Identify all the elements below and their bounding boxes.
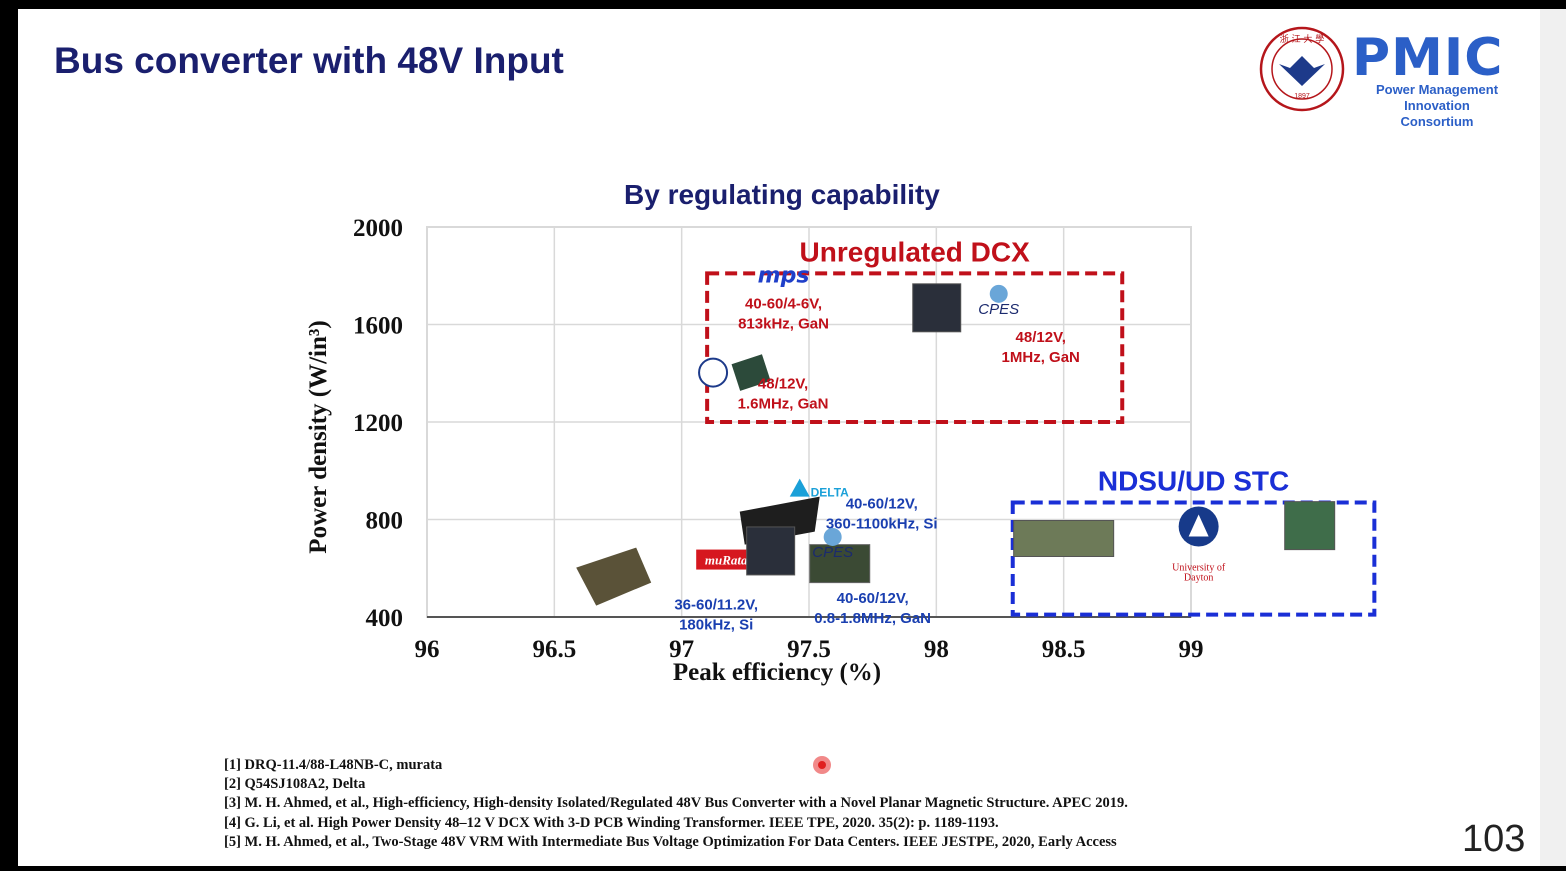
svg-text:浙 江 大 學: 浙 江 大 學 bbox=[1280, 33, 1325, 45]
scroll-gutter bbox=[1540, 9, 1566, 866]
zju-seal-icon bbox=[698, 357, 729, 388]
pmic-subtitle-line2: Innovation Consortium bbox=[1400, 98, 1474, 129]
y-tick-label: 400 bbox=[366, 605, 404, 632]
pmic-subtitle-line1: Power Management bbox=[1375, 82, 1499, 97]
point-label-line2: 0.8-1.8MHz, GaN bbox=[814, 610, 931, 627]
chart-axes: 96 96.5 97 97.5 98 98.5 99 2000 1600 1200 800 400 bbox=[353, 215, 1204, 663]
region-label: Unregulated DCX bbox=[800, 236, 1031, 267]
point-label-line2: 813kHz, GaN bbox=[738, 316, 829, 333]
delta-logo-icon: DELTA bbox=[811, 486, 850, 500]
murata-logo-icon: muRata bbox=[705, 553, 748, 568]
mps-logo-icon: mps bbox=[758, 264, 810, 289]
x-tick-label: 98 bbox=[924, 636, 949, 663]
reference-3: [3] M. H. Ahmed, et al., High-efficiency… bbox=[224, 795, 1128, 812]
data-point: mps 40-60/4-6V, 813kHz, GaN bbox=[738, 264, 829, 333]
slide-background bbox=[18, 9, 1540, 866]
delta-triangle-icon bbox=[789, 478, 810, 497]
data-point: CPES 48/12V, 1MHz, GaN bbox=[912, 283, 1080, 366]
x-tick-label: 96.5 bbox=[532, 636, 576, 663]
references-list: [1] DRQ-11.4/88-L48NB-C, murata [2] Q54S… bbox=[224, 756, 1128, 852]
svg-text:1897: 1897 bbox=[1294, 93, 1310, 100]
pmic-logo: PMIC bbox=[1352, 28, 1504, 88]
point-label-line1: 40-60/12V, bbox=[846, 496, 918, 513]
cpes-globe-icon bbox=[823, 527, 842, 546]
x-tick-label: 98.5 bbox=[1042, 636, 1086, 663]
cpes-logo-icon: CPES bbox=[812, 544, 853, 561]
y-tick-label: 1600 bbox=[353, 313, 403, 340]
chart-title: By regulating capability bbox=[624, 179, 940, 210]
data-point bbox=[1284, 501, 1336, 551]
y-tick-label: 1200 bbox=[353, 410, 403, 437]
point-label-line1: 40-60/12V, bbox=[837, 590, 909, 607]
murata-module-photo-icon bbox=[576, 547, 652, 606]
slide-title: Bus converter with 48V Input bbox=[54, 40, 564, 81]
pmic-logo-subtitle: Power Management Innovation Consortium bbox=[1366, 82, 1508, 130]
chart-regions: Unregulated DCX NDSU/UD STC bbox=[705, 236, 1377, 617]
reference-4: [4] G. Li, et al. High Power Density 48–… bbox=[224, 814, 999, 831]
page-number: 103 bbox=[1462, 818, 1526, 860]
point-label-line2: Dayton bbox=[1184, 573, 1213, 584]
point-label-line1: 40-60/4-6V, bbox=[745, 296, 822, 313]
board-photo-icon bbox=[809, 544, 871, 584]
zhejiang-university-seal-icon: 1897 浙 江 大 學 bbox=[1259, 26, 1345, 112]
board-photo-icon bbox=[746, 526, 796, 576]
point-label-line1: 48/12V, bbox=[1016, 329, 1066, 346]
ndsu-board-photo-icon bbox=[1013, 520, 1115, 557]
data-point bbox=[1013, 520, 1115, 557]
point-label-line2: 1MHz, GaN bbox=[1002, 349, 1080, 366]
x-tick-label: 99 bbox=[1179, 636, 1204, 663]
x-tick-label: 97.5 bbox=[787, 636, 831, 663]
cpes-logo-icon: CPES bbox=[978, 301, 1019, 318]
y-tick-label: 2000 bbox=[353, 215, 403, 242]
point-label-line1: 48/12V, bbox=[758, 376, 808, 393]
data-point: 48/12V, 1.6MHz, GaN bbox=[698, 354, 829, 413]
y-axis-label: Power density (W/in³) bbox=[305, 320, 332, 553]
region-label: NDSU/UD STC bbox=[1098, 465, 1289, 496]
reference-2: [2] Q54SJ108A2, Delta bbox=[224, 776, 366, 793]
x-tick-label: 96 bbox=[415, 636, 440, 663]
point-label-line2: 1.6MHz, GaN bbox=[738, 396, 829, 413]
board-photo-icon bbox=[912, 283, 962, 333]
data-point: CPES 40-60/12V, 0.8-1.8MHz, GaN bbox=[746, 526, 931, 627]
chart-points: mps 40-60/4-6V, 813kHz, GaN 48/12V, 1.6MHz, … bbox=[576, 264, 1336, 634]
murata-logo-badge bbox=[696, 549, 757, 570]
region-box bbox=[705, 271, 1125, 424]
point-label-line2: 360-1100kHz, Si bbox=[826, 516, 938, 533]
reference-5: [5] M. H. Ahmed, et al., Two-Stage 48V V… bbox=[224, 833, 1117, 850]
dayton-dome-icon bbox=[1188, 514, 1209, 537]
x-axis-label: Peak efficiency (%) bbox=[673, 659, 881, 686]
point-label-line2: 180kHz, Si bbox=[679, 617, 753, 634]
region-box bbox=[1010, 500, 1377, 617]
board-photo-icon bbox=[731, 354, 771, 391]
point-label-line1: 36-60/11.2V, bbox=[674, 597, 758, 614]
point-label-line1: University of bbox=[1172, 563, 1226, 574]
reference-1: [1] DRQ-11.4/88-L48NB-C, murata bbox=[224, 757, 443, 773]
data-point: muRata 36-60/11.2V, 180kHz, Si bbox=[576, 547, 758, 634]
cpes-globe-icon bbox=[989, 284, 1008, 303]
pointer-dot bbox=[818, 761, 826, 769]
y-tick-label: 800 bbox=[366, 508, 404, 535]
x-tick-label: 97 bbox=[669, 636, 694, 663]
ud-board-photo-icon bbox=[1284, 501, 1336, 551]
